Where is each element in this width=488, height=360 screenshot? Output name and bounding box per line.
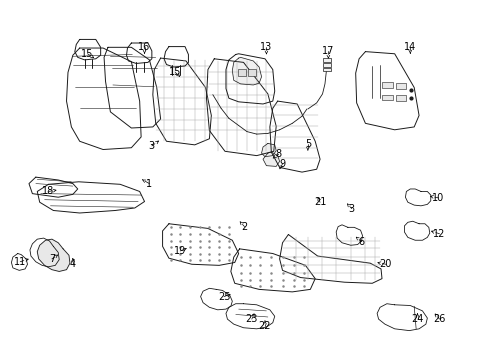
Text: 26: 26 xyxy=(432,314,445,324)
Text: 3: 3 xyxy=(148,141,155,151)
Polygon shape xyxy=(225,54,274,104)
Polygon shape xyxy=(162,224,238,265)
Text: 1: 1 xyxy=(146,179,152,189)
Polygon shape xyxy=(335,225,362,245)
FancyBboxPatch shape xyxy=(247,69,255,76)
Polygon shape xyxy=(126,43,152,63)
Polygon shape xyxy=(75,40,101,60)
Text: 6: 6 xyxy=(358,237,364,247)
Text: 20: 20 xyxy=(379,259,391,269)
Polygon shape xyxy=(225,304,274,329)
Polygon shape xyxy=(11,253,27,270)
Polygon shape xyxy=(200,288,232,310)
FancyBboxPatch shape xyxy=(395,95,406,101)
FancyBboxPatch shape xyxy=(382,95,392,100)
Text: 24: 24 xyxy=(410,314,423,324)
Polygon shape xyxy=(37,239,70,271)
Text: 15: 15 xyxy=(169,67,181,77)
Polygon shape xyxy=(163,46,188,67)
Polygon shape xyxy=(232,57,261,85)
Polygon shape xyxy=(376,304,427,330)
Text: 5: 5 xyxy=(304,139,310,149)
Text: 19: 19 xyxy=(174,246,186,256)
FancyBboxPatch shape xyxy=(322,68,330,71)
Text: 22: 22 xyxy=(258,321,271,331)
Text: 17: 17 xyxy=(322,46,334,56)
Text: 3: 3 xyxy=(348,204,354,214)
Text: 2: 2 xyxy=(241,222,247,231)
Polygon shape xyxy=(263,152,279,166)
Text: 23: 23 xyxy=(245,314,258,324)
Text: 14: 14 xyxy=(404,42,416,52)
FancyBboxPatch shape xyxy=(238,69,245,76)
Polygon shape xyxy=(153,58,211,145)
Text: 8: 8 xyxy=(275,149,281,159)
Polygon shape xyxy=(279,234,381,283)
FancyBboxPatch shape xyxy=(322,58,330,62)
Text: 7: 7 xyxy=(49,254,55,264)
Text: 10: 10 xyxy=(431,193,444,203)
Polygon shape xyxy=(37,182,144,213)
Polygon shape xyxy=(404,221,429,240)
Text: 21: 21 xyxy=(313,197,325,207)
Text: 12: 12 xyxy=(432,229,445,239)
Polygon shape xyxy=(230,249,315,292)
Polygon shape xyxy=(405,189,430,206)
Polygon shape xyxy=(66,48,141,149)
Polygon shape xyxy=(269,101,320,172)
Polygon shape xyxy=(29,177,78,197)
Polygon shape xyxy=(104,47,160,128)
Polygon shape xyxy=(261,143,276,157)
Text: 4: 4 xyxy=(70,259,76,269)
Text: 16: 16 xyxy=(138,42,150,52)
Text: 11: 11 xyxy=(14,257,26,267)
Text: 18: 18 xyxy=(42,186,55,197)
Polygon shape xyxy=(355,51,418,130)
Text: 15: 15 xyxy=(81,49,94,59)
Text: 9: 9 xyxy=(279,159,285,169)
FancyBboxPatch shape xyxy=(322,63,330,67)
FancyBboxPatch shape xyxy=(395,83,406,89)
Text: 13: 13 xyxy=(260,42,272,52)
Text: 25: 25 xyxy=(217,292,230,302)
FancyBboxPatch shape xyxy=(382,82,392,88)
Polygon shape xyxy=(30,238,59,267)
Polygon shape xyxy=(206,59,276,156)
